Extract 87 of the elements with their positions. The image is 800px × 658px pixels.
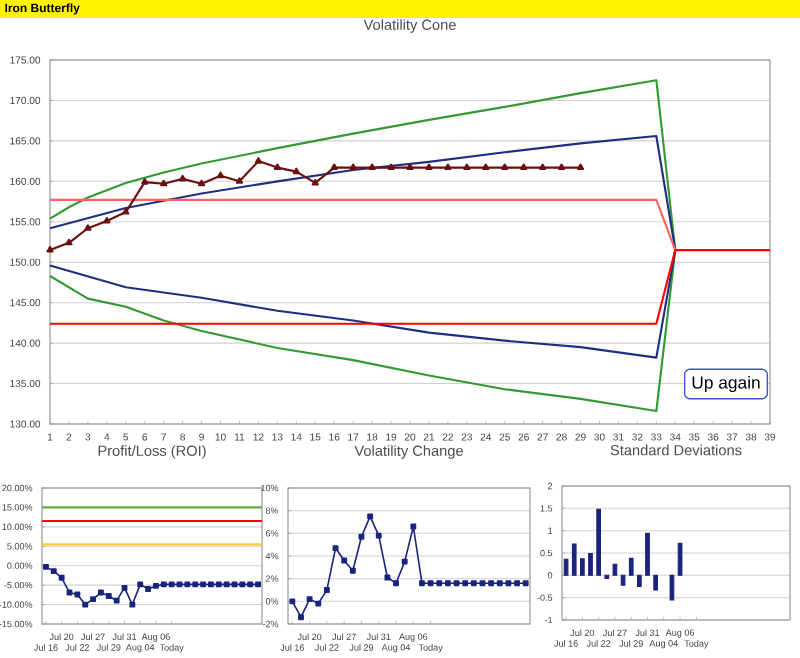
- point: [65, 238, 73, 246]
- point: [323, 587, 330, 593]
- point: [239, 581, 246, 588]
- point: [153, 582, 159, 589]
- line-series: [48, 134, 677, 359]
- point: [539, 163, 547, 171]
- point: [505, 580, 512, 587]
- point: [235, 177, 244, 184]
- point: [470, 580, 477, 587]
- point: [306, 596, 313, 602]
- point: [58, 574, 65, 581]
- line-series: [48, 79, 677, 413]
- point: [368, 163, 376, 171]
- point: [387, 163, 395, 171]
- point: [444, 580, 451, 587]
- point: [103, 216, 111, 224]
- point: [358, 533, 365, 540]
- point: [406, 163, 414, 171]
- point: [160, 581, 167, 588]
- point: [496, 580, 503, 587]
- point: [349, 567, 356, 574]
- point: [46, 246, 54, 253]
- point: [137, 581, 144, 588]
- point: [197, 179, 206, 187]
- point: [200, 581, 207, 588]
- point: [179, 174, 187, 182]
- point: [50, 568, 57, 575]
- point: [520, 163, 528, 171]
- point: [384, 574, 391, 581]
- point: [330, 163, 338, 171]
- point: [514, 580, 520, 587]
- point: [292, 167, 300, 175]
- point: [160, 179, 168, 187]
- point: [419, 580, 425, 587]
- point: [254, 157, 263, 164]
- point: [332, 545, 339, 551]
- point: [43, 563, 49, 570]
- point: [463, 163, 471, 171]
- point: [231, 581, 238, 588]
- point: [444, 163, 452, 171]
- point: [168, 581, 175, 588]
- point: [122, 208, 130, 215]
- point: [375, 532, 382, 539]
- point: [479, 580, 486, 587]
- point: [105, 593, 112, 599]
- point: [349, 163, 357, 171]
- point: [90, 596, 97, 603]
- point: [453, 580, 460, 587]
- point: [98, 589, 104, 596]
- point: [522, 580, 529, 587]
- point: [223, 581, 230, 588]
- point: [255, 581, 262, 588]
- point: [145, 586, 152, 592]
- point: [425, 163, 433, 171]
- point: [82, 601, 89, 608]
- point: [247, 581, 254, 588]
- point: [192, 581, 199, 588]
- point: [298, 614, 304, 621]
- point: [501, 163, 509, 171]
- point: [216, 171, 225, 179]
- point: [393, 580, 399, 587]
- point: [315, 600, 322, 607]
- point: [367, 513, 374, 520]
- point: [74, 591, 81, 598]
- point: [121, 584, 128, 591]
- point: [436, 580, 443, 587]
- point: [289, 598, 296, 605]
- point: [462, 580, 469, 587]
- point: [184, 581, 191, 588]
- point: [557, 163, 566, 171]
- point: [208, 581, 214, 588]
- point: [311, 178, 319, 186]
- point: [84, 224, 92, 231]
- point: [113, 597, 120, 604]
- point: [141, 178, 149, 185]
- point: [410, 523, 417, 530]
- point: [488, 580, 495, 587]
- annotation: Up again: [692, 375, 760, 393]
- point: [427, 580, 434, 587]
- point: [129, 601, 136, 608]
- point: [215, 581, 222, 588]
- point: [176, 581, 183, 588]
- point: [576, 163, 585, 171]
- point: [341, 557, 348, 564]
- point: [482, 163, 490, 171]
- point: [401, 558, 408, 565]
- point: [273, 163, 281, 171]
